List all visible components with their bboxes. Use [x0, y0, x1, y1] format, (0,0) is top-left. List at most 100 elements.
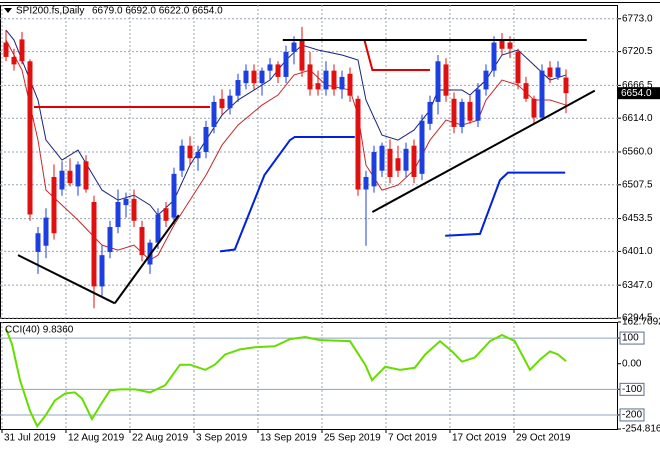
candle-body	[339, 76, 345, 90]
y-tick-label: 6666.5	[622, 80, 653, 91]
candle-body	[491, 42, 497, 71]
y-tick-label: 6507.5	[622, 179, 653, 190]
candle-body	[451, 98, 457, 127]
x-tick-label: 12 Aug 2019	[68, 433, 125, 444]
candle-body	[155, 214, 161, 243]
candle-body	[531, 98, 537, 118]
candle-body	[547, 67, 553, 77]
candle-body	[227, 95, 233, 109]
y-tick-label: 0.00	[622, 358, 642, 369]
indicator-line	[5, 328, 567, 429]
candle-body	[435, 61, 441, 102]
candle-body	[131, 198, 137, 221]
y-tick-label: 6347.0	[622, 280, 653, 291]
candle-body	[3, 42, 9, 57]
y-tick-label: -200	[622, 410, 642, 421]
trendline	[113, 214, 180, 304]
candle-body	[203, 126, 209, 152]
y-tick-label: 6294.5	[622, 313, 653, 324]
candle-body	[387, 148, 393, 177]
candle-body	[83, 161, 89, 190]
y-tick-box	[619, 382, 645, 396]
x-tick-label: 3 Sep 2019	[196, 433, 248, 444]
candle-body	[371, 151, 377, 187]
candle-body	[51, 176, 57, 234]
candle-body	[219, 98, 225, 109]
candle-body	[539, 70, 545, 118]
last-price-label: 6654.0	[621, 88, 652, 99]
candle-body	[251, 70, 257, 84]
candle-body	[355, 98, 361, 190]
y-tick-label: 6614.0	[622, 113, 653, 124]
candle-body	[411, 145, 417, 177]
y-tick-label: 162.7092	[622, 317, 660, 328]
ohlc-label: 6679.0 6692.0 6622.0 6654.0	[92, 6, 223, 17]
candle-body	[19, 39, 25, 62]
candle-body	[91, 201, 97, 287]
candle-body	[507, 42, 513, 49]
candle-body	[315, 83, 321, 90]
candle-body	[163, 208, 169, 221]
candle-body	[483, 70, 489, 90]
candle-body	[259, 70, 265, 84]
y-tick-label: -100	[622, 384, 642, 395]
trendline	[371, 89, 596, 213]
x-tick-label: 25 Sep 2019	[324, 433, 381, 444]
candle-body	[123, 198, 129, 206]
candle-body	[275, 64, 281, 77]
candle-body	[43, 217, 49, 246]
plot-layer: 6773.0 6720.5 6666.5 6614.0 6560.0 6507.5 6453…	[0, 5, 660, 444]
candle-body	[419, 120, 425, 174]
y-tick-label: 6773.0	[622, 13, 653, 24]
candle-body	[459, 101, 465, 127]
candle-body	[291, 42, 297, 52]
candle-body	[267, 64, 273, 71]
candle-body	[235, 80, 241, 96]
candle-body	[347, 73, 353, 96]
candle-body	[467, 101, 473, 121]
candle-body	[499, 39, 505, 49]
candle-body	[363, 176, 369, 190]
candle-body	[195, 151, 201, 159]
candle-body	[179, 145, 185, 171]
chart-title: SPI200.fs,Daily	[16, 6, 84, 17]
candle-body	[99, 255, 105, 287]
candle-body	[171, 173, 177, 218]
candle-body	[27, 61, 33, 215]
candle-body	[115, 201, 121, 228]
indicator-panel	[0, 322, 618, 430]
candle-body	[11, 56, 17, 65]
candle-body	[211, 101, 217, 127]
candle-body	[443, 64, 449, 96]
candle-body	[395, 158, 401, 171]
candle-body	[379, 145, 385, 171]
x-tick-label: 13 Sep 2019	[260, 433, 317, 444]
candle-body	[107, 227, 113, 253]
y-tick-label: 6720.5	[622, 46, 653, 57]
indicator-title: CCI(40) 9.8360	[5, 325, 74, 336]
x-tick-label: 29 Oct 2019	[516, 433, 571, 444]
y-tick-label: -254.8164	[622, 424, 660, 435]
x-tick-label: 7 Oct 2019	[388, 433, 437, 444]
y-tick-label: 6453.5	[622, 213, 653, 224]
candle-body	[67, 170, 73, 184]
candle-body	[323, 70, 329, 90]
overlay-line	[219, 135, 566, 253]
candle-body	[59, 170, 65, 190]
last-price-box	[618, 87, 660, 100]
candle-body	[139, 227, 145, 256]
candle-body	[403, 148, 409, 171]
x-tick-label: 31 Jul 2019	[4, 433, 56, 444]
y-tick-label: 6560.0	[622, 147, 653, 158]
candle-body	[331, 70, 337, 90]
y-tick-label: 6401.0	[622, 246, 653, 257]
candle-body	[307, 64, 313, 90]
candle-body	[299, 39, 305, 71]
candle-body	[75, 164, 81, 187]
trendline	[17, 254, 116, 305]
candle-body	[243, 70, 249, 84]
y-tick-box	[619, 331, 645, 345]
candle-body	[515, 51, 521, 84]
x-tick-label: 22 Aug 2019	[132, 433, 189, 444]
